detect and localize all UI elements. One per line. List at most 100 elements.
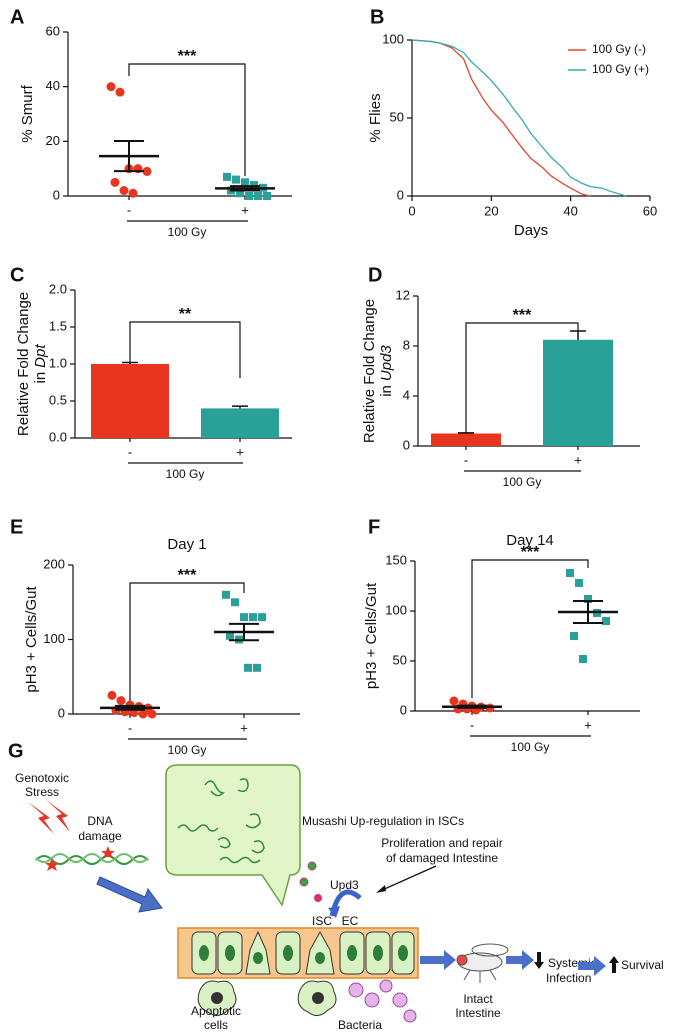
y-tick-label: 0 [400,702,407,717]
label: Intact [463,992,493,1006]
data-point [449,696,459,706]
label: Stress [25,785,59,799]
label: DNA [87,814,112,828]
x-tick-label: + [240,720,248,735]
bar [543,339,613,446]
sem-bar [457,704,487,709]
y-tick-label: 40 [46,78,60,93]
y-tick-label: 100 [382,31,404,46]
diagram: G Genotoxic Stress DNA damage Musashi Up… [8,740,664,1032]
data-point [566,569,574,577]
y-tick-label: 0 [53,187,60,202]
fly [456,943,509,983]
data-point [119,186,129,196]
y-tick-label: 12 [396,287,410,302]
y-tick-label: 8 [403,337,410,352]
significance-label: ** [179,306,192,323]
arrowhead [328,906,340,918]
panel-letter: F [368,516,380,538]
legend-label: 100 Gy (-) [592,42,646,56]
label: Musashi Up-regulation in ISCs [302,814,464,828]
sem-bar [115,704,145,711]
data-point [258,613,266,622]
y-axis-label: Relative Fold Change [361,299,378,443]
x-axis-label: Days [514,222,548,239]
nuclei [199,945,408,964]
significance-bracket [128,63,246,176]
arrow [379,865,437,892]
line-series [411,39,591,197]
significance-label: *** [521,544,540,561]
bar [431,433,501,446]
y-tick-label: 150 [385,552,407,567]
x-tick-label: 0 [408,203,415,218]
data-point [253,663,261,672]
data-point [138,709,148,719]
chart-title: Day 1 [167,536,206,553]
x-tick-label: 20 [484,203,498,218]
data-point [570,632,578,640]
y-tick-label: 200 [43,556,65,571]
significance-bracket [129,321,241,378]
error-bar [232,405,248,409]
y-axis-label: pH3 + Cells/Gut [23,586,40,693]
data-point [245,192,253,200]
label: EC [342,914,359,928]
data-point [244,663,252,672]
panel-letter: D [368,264,382,286]
label: Survival [621,958,664,972]
sem-bar [114,140,144,173]
cytokine-dot [314,894,322,902]
legend-label: 100 Gy (+) [592,62,649,76]
y-tick-label: 0 [403,437,410,452]
data-point [232,175,240,184]
y-tick-label: 1.0 [49,355,67,370]
data-point [575,579,583,587]
y-tick-label: 100 [43,631,65,646]
label: ISC [312,914,332,928]
label: Proliferation and repair [381,836,502,850]
x-tick-label: + [236,444,244,459]
lightning [28,800,70,834]
y-tick-label: 0.5 [49,392,67,407]
arrow [578,956,606,976]
group-label: 100 Gy [168,743,207,757]
data-point [223,172,231,181]
data-point [602,617,610,625]
down-arrow [534,952,544,969]
label: Upd3 [330,878,359,892]
data-point [147,709,157,719]
sem-bar [230,185,260,192]
y-axis-gene: Dpt [32,344,49,368]
sem-bar [229,622,259,642]
label: of damaged Intestine [386,851,498,865]
chart-title: Day 14 [506,532,554,549]
y-axis-label-part: in [378,385,395,397]
star [45,858,59,871]
error-bar [570,330,586,340]
y-tick-label: 0.0 [49,429,67,444]
data-point [231,598,239,607]
arrow [506,950,534,970]
y-tick-label: 100 [385,602,407,617]
significance-bracket [471,559,589,698]
x-tick-label: + [241,202,249,217]
group-label: 100 Gy [166,467,205,481]
star [101,846,115,859]
x-tick-label: - [470,717,474,732]
data-point [236,189,244,198]
x-tick-label: + [574,452,582,467]
data-point [222,590,230,599]
label: Intestine [455,1006,501,1020]
dna [35,853,149,863]
significance-bracket [129,582,245,705]
data-point [241,178,249,187]
x-tick-label: - [128,444,132,459]
fragment [312,992,324,1004]
data-point [579,655,587,663]
y-tick-label: 4 [403,387,410,402]
x-tick-label: - [464,452,468,467]
x-tick-label: + [584,717,592,732]
y-axis-label: % Flies [367,93,384,142]
